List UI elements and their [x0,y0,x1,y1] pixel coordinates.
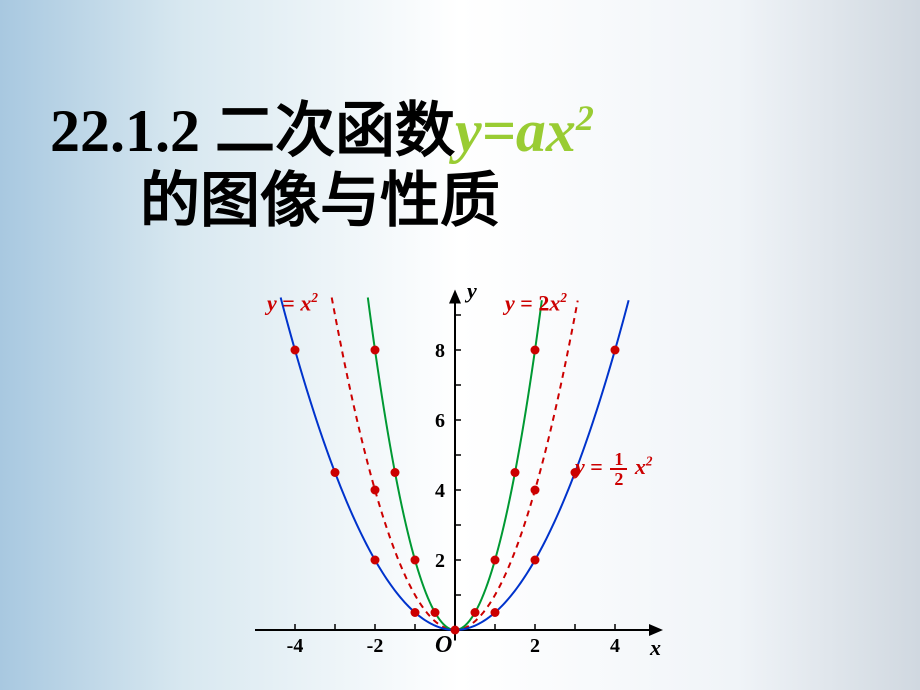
origin-label: O [435,632,452,659]
svg-text:8: 8 [435,340,445,362]
title-line-1: 22.1.2 二次函数y=ax2 [50,95,870,167]
title-formula: y=ax2 [455,98,594,164]
svg-text:-2: -2 [367,635,384,657]
title-line-2: 的图像与性质 [140,167,870,236]
label-y-eq-2x2: y = 2x2 [505,290,567,316]
svg-text:4: 4 [610,635,620,657]
svg-text:4: 4 [435,480,445,502]
y-axis-label: y [467,278,477,304]
chart: -4-2242468 y = x2 y = 2x2 y = 12 x2 y x … [235,280,675,680]
svg-text:2: 2 [435,550,445,572]
svg-text:2: 2 [530,635,540,657]
label-y-eq-half-x2: y = 12 x2 [575,450,652,488]
title-prefix: 22.1.2 二次函数 [50,98,455,164]
title: 22.1.2 二次函数y=ax2 的图像与性质 [50,95,870,236]
svg-text:6: 6 [435,410,445,432]
x-axis-label: x [650,635,661,661]
label-y-eq-x2: y = x2 [267,290,318,316]
svg-text:-4: -4 [287,635,304,657]
